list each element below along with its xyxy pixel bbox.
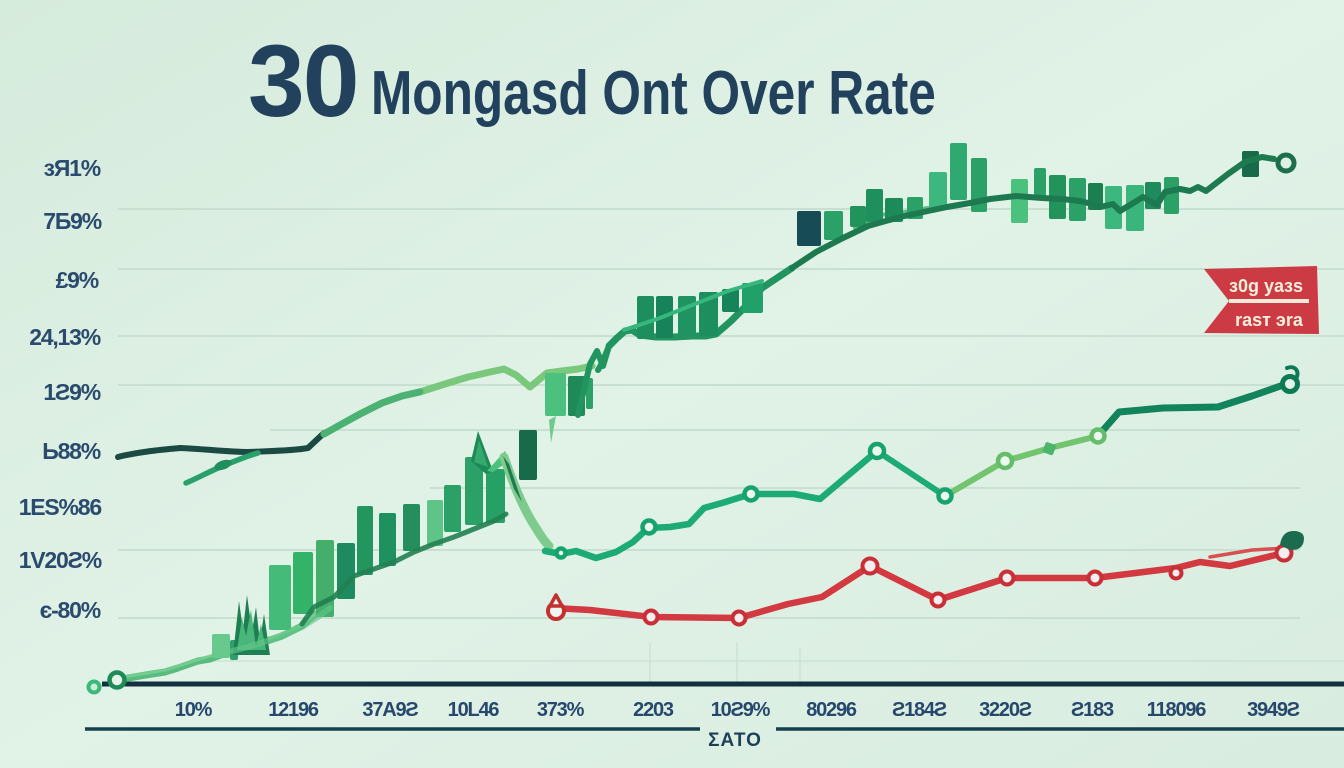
- svg-text:зЯ1%: зЯ1%: [44, 155, 101, 181]
- svg-text:3949Ƨ: 3949Ƨ: [1247, 699, 1300, 721]
- svg-text:з0g yaзs: з0g yaзs: [1229, 276, 1303, 296]
- svg-text:7Б9%: 7Б9%: [43, 208, 102, 234]
- svg-text:1ES%86: 1ES%86: [19, 494, 102, 520]
- svg-text:1V20Ƨ%: 1V20Ƨ%: [19, 547, 102, 573]
- svg-text:Ƨ184Ƨ: Ƨ184Ƨ: [892, 699, 947, 721]
- svg-text:£9%: £9%: [56, 267, 99, 293]
- svg-text:rasт эra: rasт эra: [1235, 310, 1304, 330]
- svg-text:118096: 118096: [1147, 699, 1207, 721]
- svg-text:373%: 373%: [537, 699, 585, 721]
- svg-text:ΣATO: ΣATO: [708, 730, 762, 751]
- svg-text:30: 30: [248, 24, 357, 138]
- svg-text:Mongasd Ont Over Rate: Mongasd Ont Over Rate: [371, 58, 936, 128]
- svg-text:10L46: 10L46: [448, 699, 500, 721]
- svg-text:Ƨ183: Ƨ183: [1071, 699, 1114, 721]
- svg-text:2203: 2203: [633, 699, 674, 721]
- svg-text:3220Ƨ: 3220Ƨ: [979, 699, 1032, 721]
- svg-text:є-80%: є-80%: [40, 597, 101, 623]
- svg-text:24,13%: 24,13%: [29, 324, 101, 350]
- svg-text:Ь88%: Ь88%: [42, 438, 101, 464]
- svg-text:10Ƨ9%: 10Ƨ9%: [711, 699, 771, 721]
- svg-text:37A9Ƨ: 37A9Ƨ: [362, 699, 418, 721]
- svg-text:12196: 12196: [268, 699, 319, 721]
- svg-text:10%: 10%: [175, 699, 213, 721]
- svg-text:80296: 80296: [806, 699, 857, 721]
- svg-text:1Ƨ9%: 1Ƨ9%: [43, 379, 100, 405]
